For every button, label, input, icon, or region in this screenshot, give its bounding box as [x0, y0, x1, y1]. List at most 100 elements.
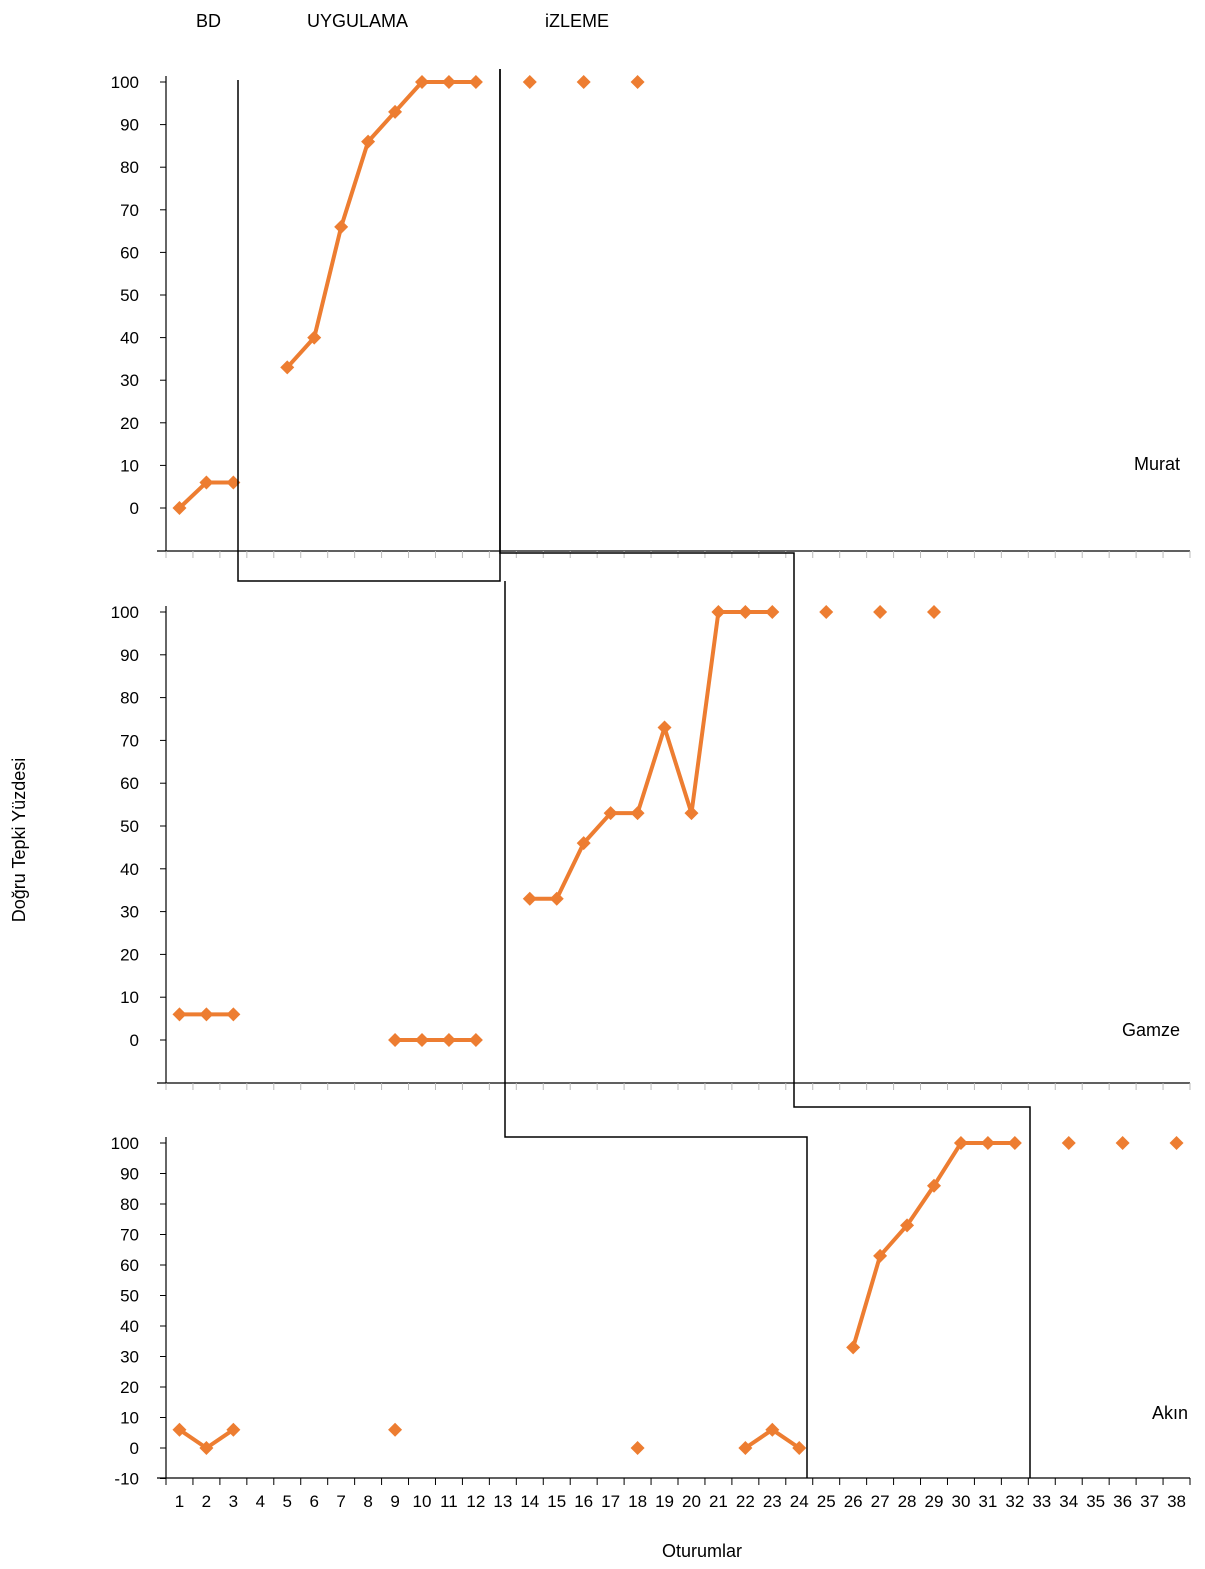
data-point: [388, 1033, 403, 1047]
data-point: [415, 75, 429, 89]
x-tick-label: 18: [628, 1492, 647, 1511]
data-point: [226, 475, 241, 490]
y-tick-label: 70: [120, 731, 139, 750]
data-point: [549, 891, 564, 906]
data-point: [738, 605, 753, 619]
y-tick-label: 90: [120, 1165, 139, 1184]
data-point: [172, 501, 187, 515]
x-tick-label: 8: [363, 1492, 372, 1511]
phase-labels: BD UYGULAMA iZLEME: [196, 11, 609, 31]
x-tick-label: 28: [898, 1492, 917, 1511]
x-tick-label: 26: [844, 1492, 863, 1511]
x-tick-label: 25: [817, 1492, 836, 1511]
x-tick-label: 32: [1005, 1492, 1024, 1511]
y-tick-label: 70: [120, 1226, 139, 1245]
x-tick-label: 13: [493, 1492, 512, 1511]
data-point: [1115, 1136, 1130, 1150]
data-point: [1007, 1136, 1022, 1150]
x-tick-label: 5: [283, 1492, 292, 1511]
data-point: [388, 104, 403, 119]
data-point: [630, 75, 645, 89]
phase-line-bd-step: [504, 581, 808, 1478]
x-tick-label: 12: [466, 1492, 485, 1511]
data-point: [630, 1441, 645, 1455]
data-point: [415, 1033, 429, 1047]
y-tick-label: 100: [111, 603, 139, 622]
y-tick-label: 20: [120, 414, 139, 433]
y-tick-label: 90: [120, 116, 139, 135]
data-point: [199, 1441, 214, 1455]
data-point: [172, 1422, 187, 1437]
data-point: [199, 475, 214, 490]
panels: 0102030405060708090100Murat0102030405060…: [111, 73, 1191, 1489]
phase-label-uygulama: UYGULAMA: [307, 11, 408, 31]
data-point: [1169, 1136, 1184, 1150]
data-point: [765, 605, 780, 619]
panel-gamze: 0 10 20 30 40 50 60 70 80 90 100 Gamze: [111, 603, 1191, 1090]
data-point: [468, 1033, 483, 1047]
y-tick-label: 50: [120, 286, 139, 305]
series-line: [529, 610, 773, 901]
y-tick-label: 0: [130, 1031, 139, 1050]
x-tick-label: 38: [1167, 1492, 1186, 1511]
y-tick-label: 70: [120, 201, 139, 220]
phase-label-bd: BD: [196, 11, 221, 31]
data-point: [226, 1422, 241, 1437]
data-point: [361, 134, 376, 149]
x-tick-label: 16: [574, 1492, 593, 1511]
y-tick-label: 50: [120, 817, 139, 836]
x-tick-label: 31: [978, 1492, 997, 1511]
data-point: [522, 75, 537, 89]
data-point: [873, 605, 888, 619]
data-point: [468, 75, 483, 89]
data-point: [819, 605, 834, 619]
y-tick-label: 30: [120, 371, 139, 390]
data-point: [792, 1441, 807, 1455]
data-point: [388, 1422, 403, 1437]
y-tick-label: 20: [120, 1378, 139, 1397]
x-tick-label: 37: [1140, 1492, 1159, 1511]
y-tick-label: 80: [120, 689, 139, 708]
x-tick-label: 4: [256, 1492, 265, 1511]
x-tick-label: 34: [1059, 1492, 1078, 1511]
data-point: [172, 1007, 187, 1022]
data-point: [657, 720, 672, 735]
x-axis-title: Oturumlar: [662, 1541, 742, 1561]
y-tick-label: 40: [120, 1317, 139, 1336]
y-tick-label: 100: [111, 73, 139, 92]
phase-change-lines: [237, 69, 1031, 1478]
x-tick-label: 29: [925, 1492, 944, 1511]
x-tick-label: 6: [309, 1492, 318, 1511]
data-point: [522, 891, 537, 906]
participant-label: Akın: [1152, 1403, 1188, 1423]
phase-line-izleme-step: [499, 69, 1031, 1478]
y-tick-label: 30: [120, 1348, 139, 1367]
panel-murat: 0 10 20 30 40 50 60 70 80 90 100 Murat: [111, 73, 1191, 558]
data-point: [1061, 1136, 1076, 1150]
data-point: [307, 330, 322, 345]
x-tick-label: 23: [763, 1492, 782, 1511]
data-point: [765, 1422, 780, 1437]
participant-label: Gamze: [1122, 1020, 1180, 1040]
y-tick-label: -10: [114, 1470, 139, 1489]
x-tick-label: 14: [520, 1492, 539, 1511]
y-tick-label: 50: [120, 1287, 139, 1306]
y-tick-label: 90: [120, 646, 139, 665]
y-tick-label: 100: [111, 1134, 139, 1153]
x-tick-label: 22: [736, 1492, 755, 1511]
y-tick-label: 10: [120, 988, 139, 1007]
y-tick-label: 40: [120, 860, 139, 879]
y-tick-label: 40: [120, 329, 139, 348]
data-point: [846, 1340, 861, 1355]
participant-label: Murat: [1134, 454, 1180, 474]
x-tick-label: 19: [655, 1492, 674, 1511]
data-point: [738, 1441, 753, 1455]
panel-akın: -10 0 10 20 30 40 50 60 70 80 90 100 Akın: [111, 1134, 1191, 1489]
x-tick-label: 24: [790, 1492, 809, 1511]
y-tick-label: 10: [120, 1409, 139, 1428]
data-point: [226, 1007, 241, 1022]
data-point: [576, 836, 591, 851]
data-point: [873, 1248, 888, 1263]
data-point: [630, 806, 645, 821]
y-tick-label: 80: [120, 1195, 139, 1214]
